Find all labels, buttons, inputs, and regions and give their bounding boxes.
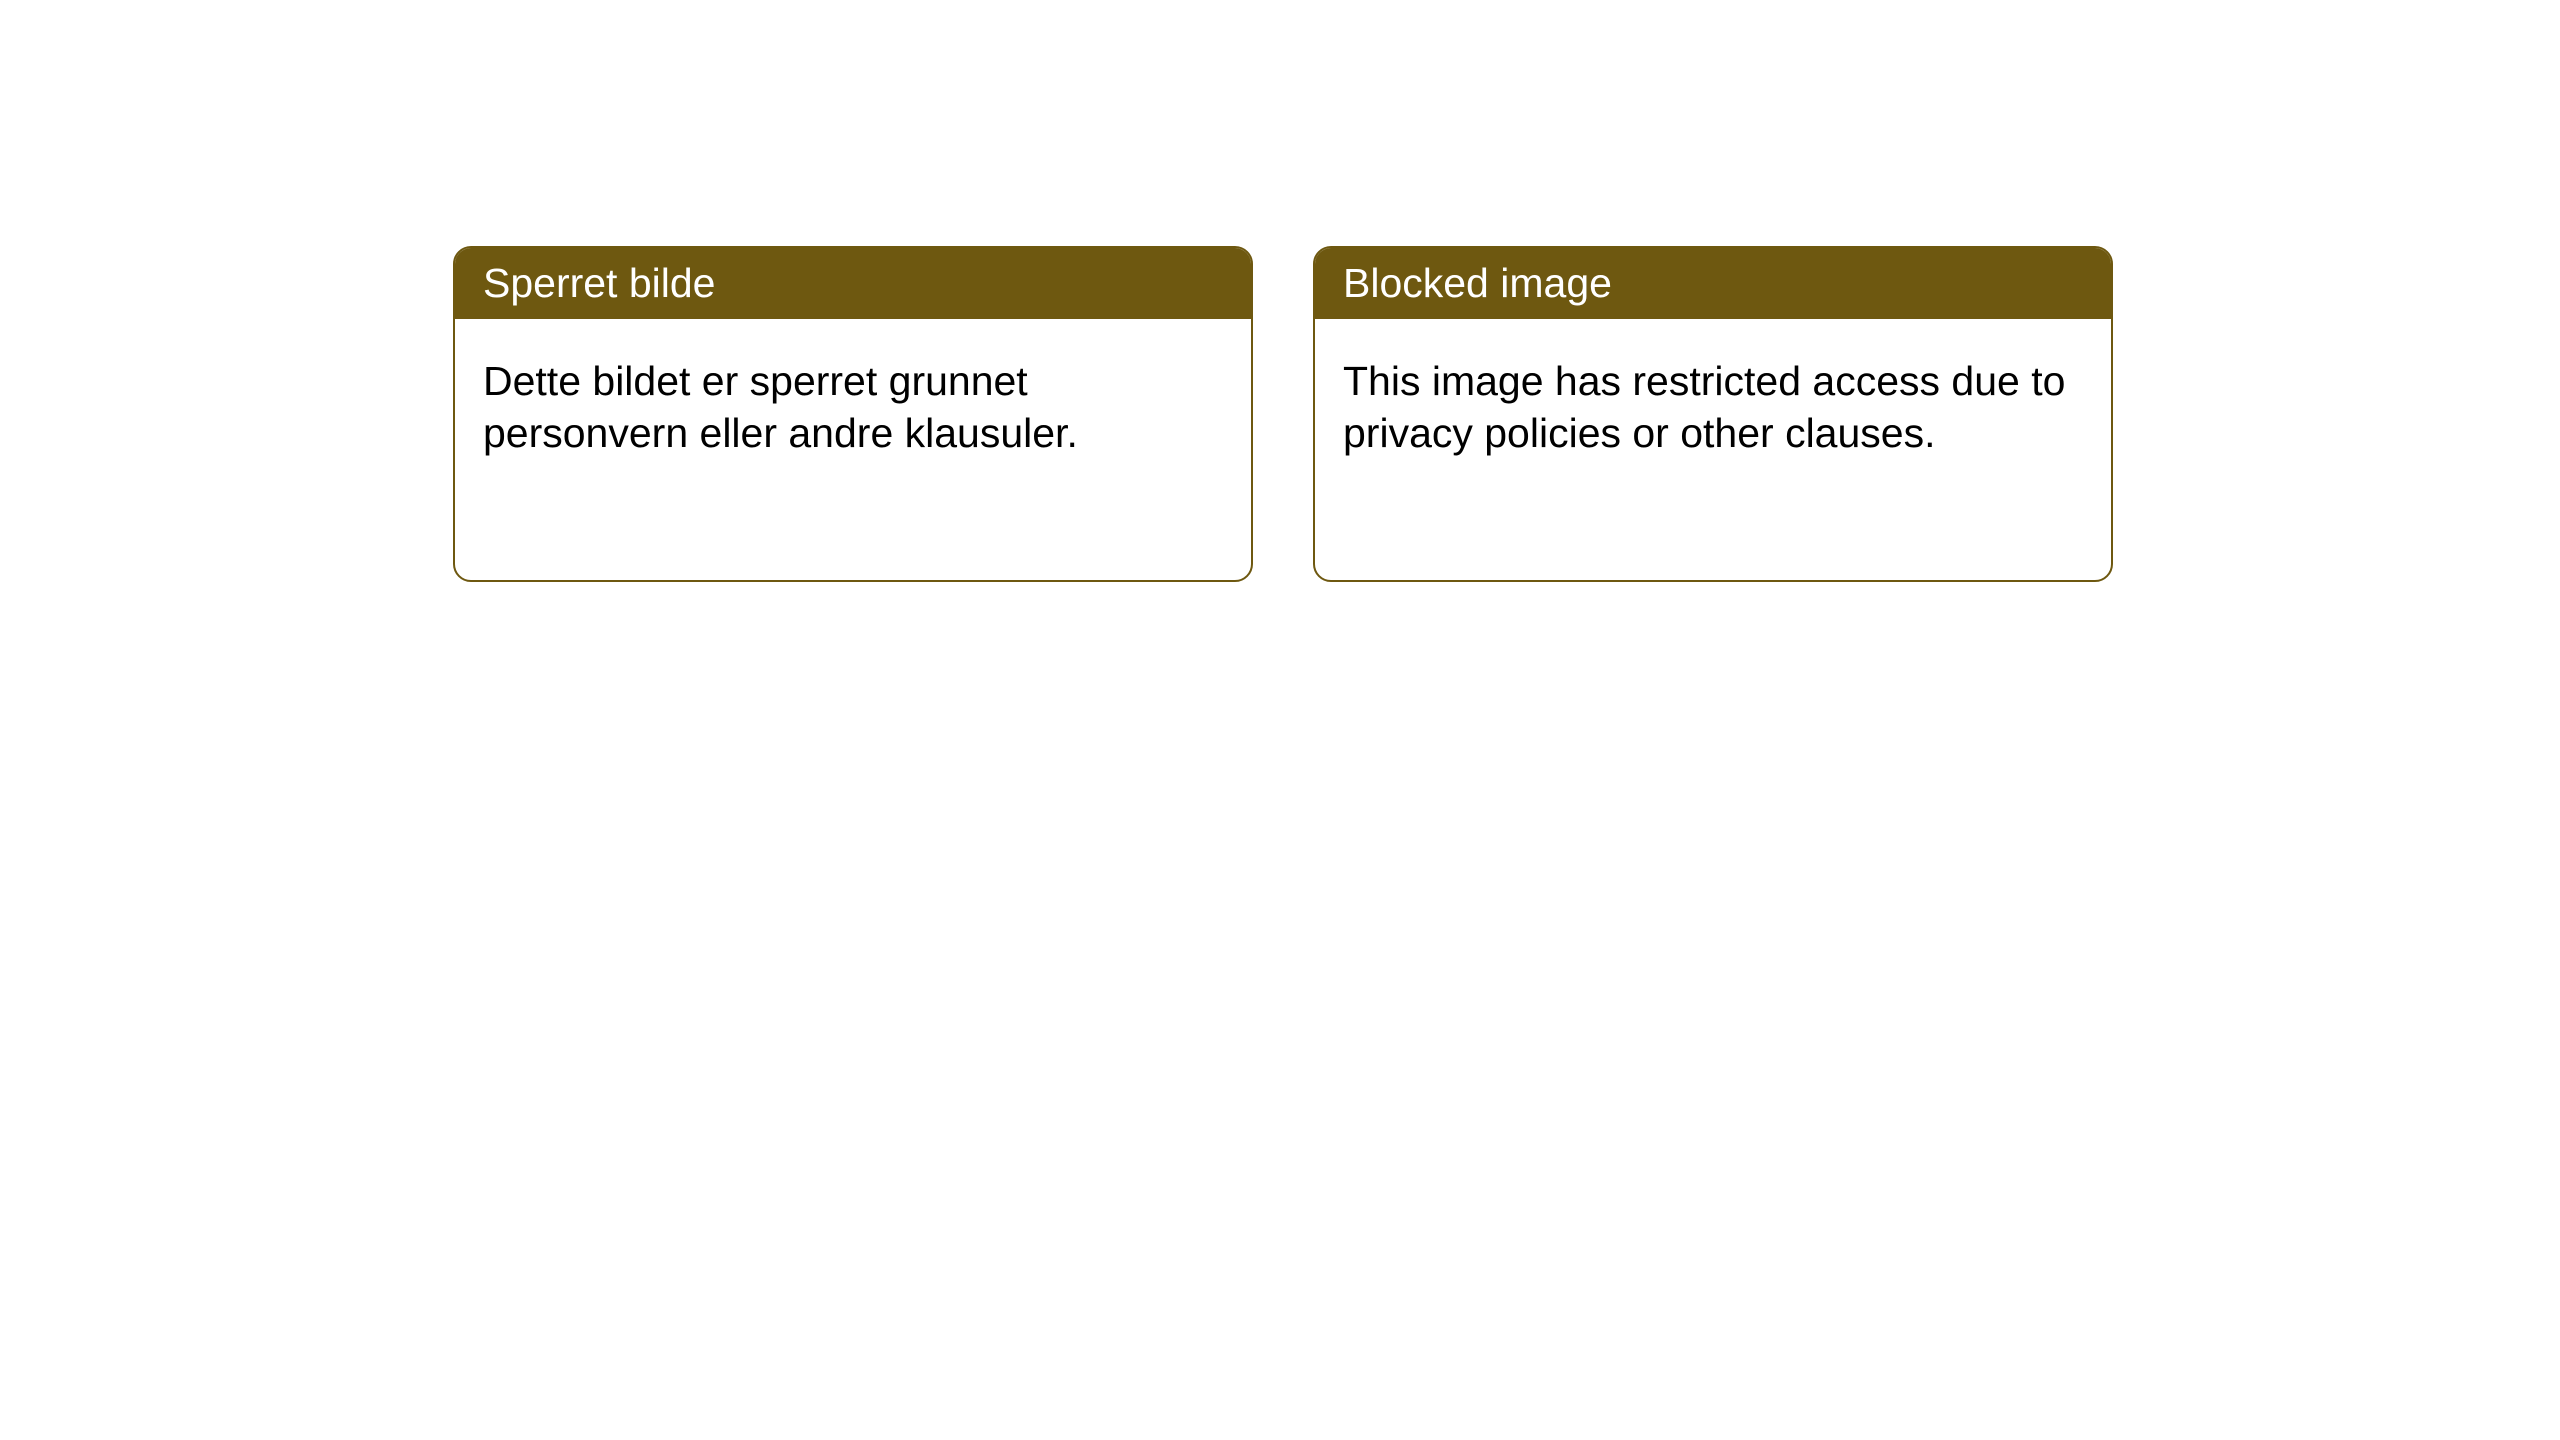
card-body: Dette bildet er sperret grunnet personve… [455, 319, 1251, 496]
blocked-image-card-no: Sperret bilde Dette bildet er sperret gr… [453, 246, 1253, 582]
cards-container: Sperret bilde Dette bildet er sperret gr… [0, 0, 2560, 582]
blocked-image-card-en: Blocked image This image has restricted … [1313, 246, 2113, 582]
card-body: This image has restricted access due to … [1315, 319, 2111, 496]
card-title: Blocked image [1315, 248, 2111, 319]
card-title: Sperret bilde [455, 248, 1251, 319]
